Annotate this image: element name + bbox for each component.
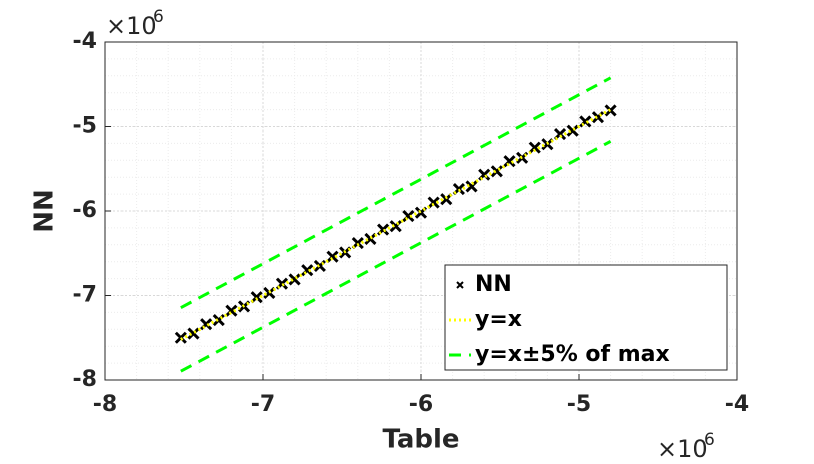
plot-frame: [104, 41, 738, 381]
point: [427, 196, 440, 209]
x-tick-label: -7: [251, 392, 275, 417]
series-line: [180, 140, 612, 373]
point: [263, 286, 276, 300]
legend-label: NN: [475, 272, 512, 297]
point: [402, 210, 415, 223]
y-tick-label: -4: [73, 29, 97, 54]
point: [579, 115, 592, 128]
x-multiplier: ×10: [657, 435, 708, 463]
point: [465, 180, 478, 193]
series-line: [180, 108, 612, 341]
y-tick-label: -5: [73, 114, 97, 139]
y-tick-label: -8: [73, 367, 97, 392]
point: [326, 250, 339, 263]
x-multiplier-power: 6: [704, 430, 715, 450]
x-tick-label: -8: [93, 392, 117, 417]
point: [389, 220, 402, 233]
point: [364, 232, 377, 245]
point: [301, 264, 314, 277]
point: [288, 273, 301, 286]
point: [456, 281, 464, 289]
point: [566, 124, 579, 137]
series-line: [180, 76, 612, 309]
point: [187, 327, 200, 340]
y-axis-label: NN: [30, 189, 60, 233]
point: [503, 155, 516, 168]
point: [528, 141, 541, 154]
point: [225, 304, 238, 317]
y-multiplier-power: 6: [153, 7, 164, 27]
x-tick-label: -6: [409, 392, 433, 417]
x-tick-label: -4: [725, 392, 749, 417]
legend-box: [444, 264, 728, 371]
point: [212, 313, 225, 327]
x-axis-label: Table: [382, 425, 459, 455]
point: [313, 259, 326, 272]
y-tick-label: -6: [73, 198, 97, 223]
y-tick-label: -7: [73, 283, 97, 308]
point: [591, 111, 605, 124]
point: [490, 165, 503, 178]
point: [200, 318, 213, 331]
legend-label: y=x: [475, 307, 522, 332]
legend-label: y=x±5% of max: [475, 342, 670, 367]
x-tick-label: -5: [567, 392, 591, 417]
y-multiplier: ×10: [106, 12, 157, 40]
